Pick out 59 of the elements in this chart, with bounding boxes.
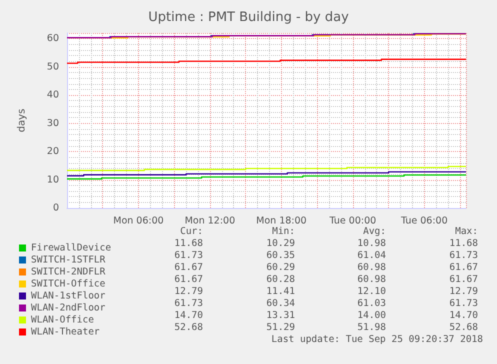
text: 61.73 (449, 250, 478, 261)
legend-label: SWITCH-1STFLR (31, 254, 106, 266)
text: 61.67 (174, 262, 203, 273)
text: 61.67 (174, 274, 203, 285)
y-tick-label: 10 (46, 174, 59, 186)
x-tick-label: Mon 06:00 (113, 216, 164, 226)
text: 60.98 (357, 274, 386, 285)
text: 14.70 (174, 310, 203, 321)
text: 60.98 (357, 262, 386, 273)
legend-label: WLAN-2ndFloor (31, 302, 106, 314)
text: 51.98 (357, 322, 386, 333)
chart-title: Uptime : PMT Building - by day (148, 10, 350, 25)
text: 60.35 (266, 250, 295, 261)
text: 60.34 (266, 298, 295, 309)
x-tick-label: Mon 12:00 (184, 216, 236, 226)
x-tick-label: Tue 00:00 (328, 216, 376, 226)
y-tick-label: 20 (46, 146, 59, 158)
text: 11.68 (174, 238, 203, 249)
text: 60.29 (266, 262, 295, 273)
text: 10.29 (266, 238, 295, 249)
text: 52.68 (174, 322, 203, 333)
y-axis-title: days (16, 108, 28, 132)
y-tick-label: 40 (46, 90, 59, 101)
text: 14.70 (449, 310, 478, 321)
text: 61.73 (174, 298, 203, 309)
legend-label: WLAN-Theater (31, 326, 100, 338)
text: 51.29 (266, 322, 295, 333)
text: Last update: Tue Sep 25 09:20:37 2018 (271, 334, 483, 345)
text: Max: (455, 226, 478, 237)
y-tick-label: 0 (52, 202, 59, 214)
text: 61.03 (357, 298, 386, 309)
text: 14.00 (357, 310, 386, 321)
text: 12.79 (449, 286, 478, 297)
legend-label: WLAN-Office (31, 314, 94, 326)
y-tick-label: 50 (46, 61, 59, 72)
text: 61.67 (449, 274, 478, 285)
text: 12.79 (174, 286, 203, 297)
text: 11.68 (449, 238, 478, 249)
text: 10.98 (357, 238, 386, 249)
x-tick-label: Tue 06:00 (400, 216, 448, 226)
y-tick-label: 60 (46, 33, 59, 44)
text: 60.28 (266, 274, 295, 285)
text: Cur: (180, 226, 203, 237)
text: 61.04 (357, 250, 386, 261)
legend-label: SWITCH-2NDFLR (31, 266, 106, 278)
text: 12.10 (357, 286, 386, 297)
legend-label: WLAN-1stFloor (31, 290, 106, 302)
legend-label: SWITCH-Office (31, 278, 106, 290)
legend-label: FirewallDevice (31, 242, 112, 254)
text: 11.41 (266, 286, 295, 297)
y-tick-label: 30 (46, 118, 59, 129)
text: Min: (272, 226, 295, 237)
x-tick-label: Mon 18:00 (256, 216, 307, 226)
text: 61.67 (449, 262, 478, 273)
text: 61.73 (449, 298, 478, 309)
text: 61.73 (174, 250, 203, 261)
text: 52.68 (449, 322, 478, 333)
text: 13.31 (266, 310, 295, 321)
text: Avg: (363, 226, 386, 237)
